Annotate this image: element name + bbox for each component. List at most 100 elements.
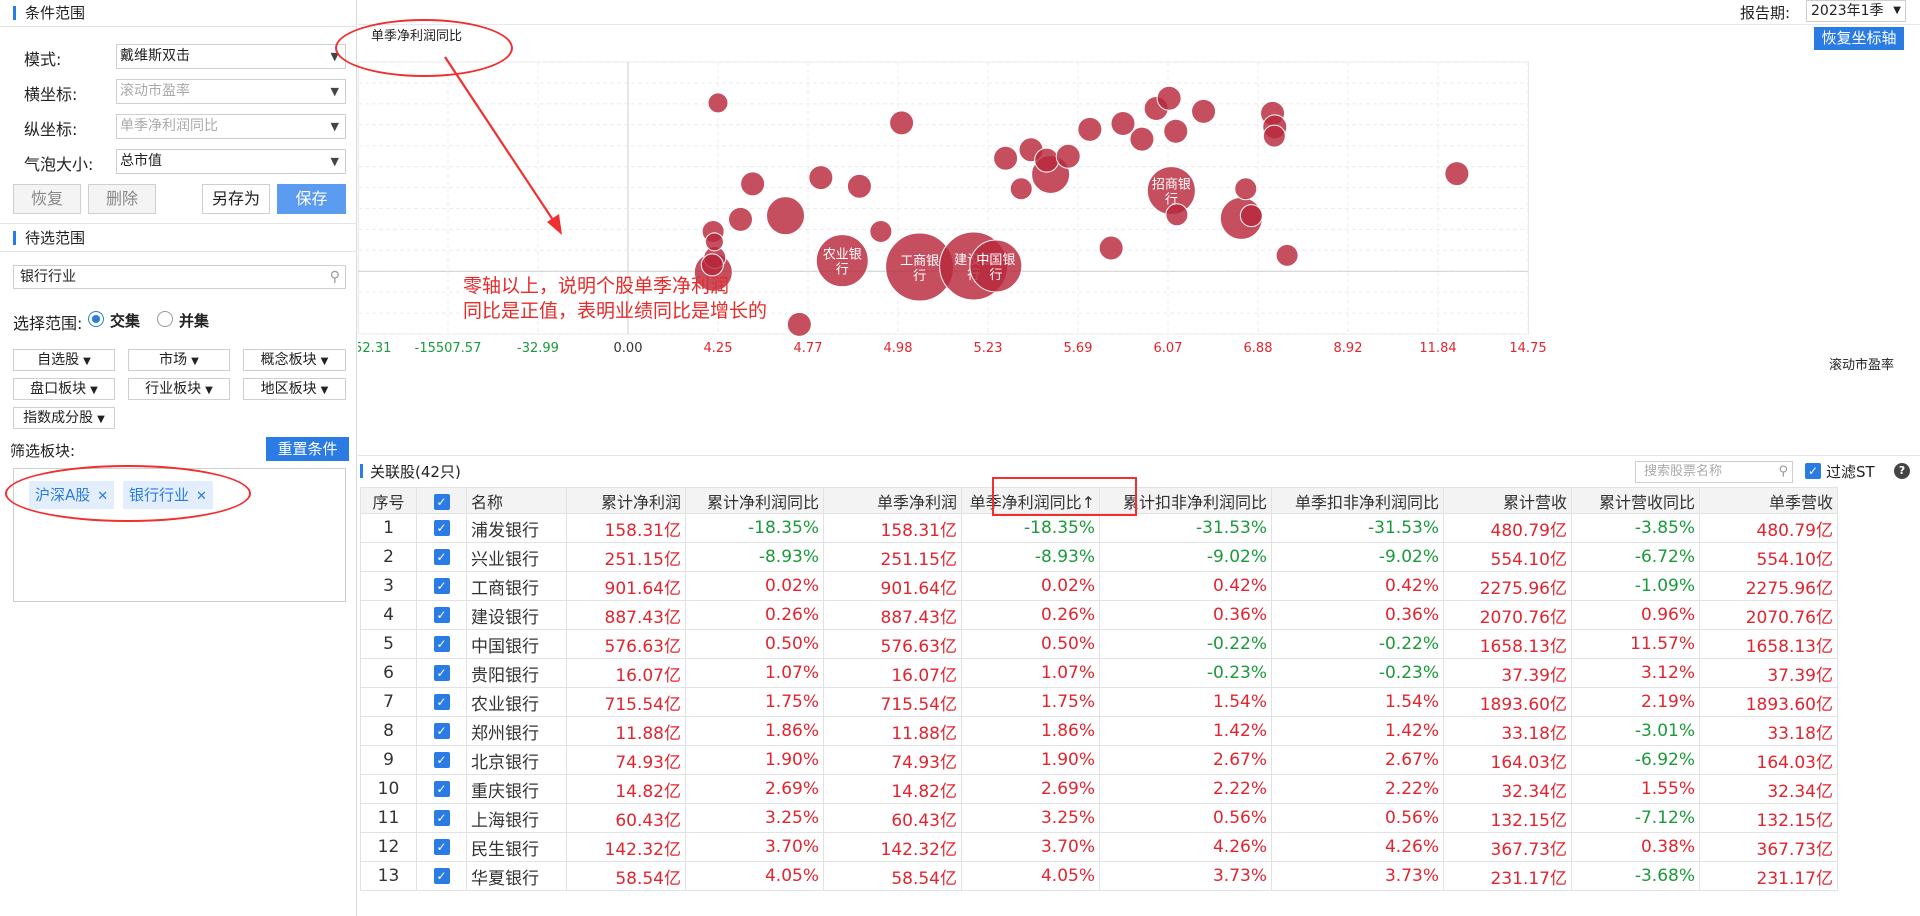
- row-checkbox[interactable]: ✓: [433, 723, 450, 739]
- bubble-point[interactable]: [1191, 98, 1217, 124]
- bubble-point[interactable]: [1165, 203, 1189, 227]
- table-row[interactable]: 5 ✓ 中国银行 576.63亿 0.50% 576.63亿 0.50% -0.22% -0.2…: [360, 629, 1838, 659]
- filter-index[interactable]: 指数成分股 ▼: [13, 407, 115, 429]
- bubble-point[interactable]: [1262, 124, 1286, 148]
- y-axis-select[interactable]: 单季净利润同比 ▼: [116, 114, 346, 139]
- filter-watchlist[interactable]: 自选股 ▼: [13, 349, 115, 371]
- stock-name[interactable]: 中国银行: [466, 629, 567, 659]
- bubble-point[interactable]: [707, 92, 729, 114]
- row-checkbox-cell[interactable]: ✓: [416, 658, 467, 688]
- col-index[interactable]: 序号: [360, 487, 417, 514]
- row-checkbox[interactable]: ✓: [433, 520, 450, 536]
- bubble-point[interactable]: [846, 173, 872, 199]
- stock-name[interactable]: 贵阳银行: [466, 658, 567, 688]
- table-row[interactable]: 8 ✓ 郑州银行 11.88亿 1.86% 11.88亿 1.86% 1.42% 1.42% 33…: [360, 716, 1838, 746]
- bubble-point[interactable]: [993, 145, 1019, 171]
- col-cum-revenue[interactable]: 累计营收: [1443, 487, 1572, 514]
- filter-industry[interactable]: 行业板块 ▼: [128, 378, 230, 400]
- table-row[interactable]: 3 ✓ 工商银行 901.64亿 0.02% 901.64亿 0.02% 0.42% 0.42%…: [360, 571, 1838, 601]
- bubble-point[interactable]: [808, 165, 834, 191]
- stock-search-input[interactable]: 搜索股票名称 ⚲: [1635, 461, 1793, 483]
- row-checkbox-cell[interactable]: ✓: [416, 832, 467, 862]
- stock-name[interactable]: 兴业银行: [466, 542, 567, 572]
- row-checkbox[interactable]: ✓: [433, 578, 450, 594]
- bubble-point[interactable]: [869, 219, 893, 243]
- col-cum-profit[interactable]: 累计净利润: [566, 487, 686, 514]
- bubble-point[interactable]: [1129, 126, 1155, 152]
- filter-region[interactable]: 地区板块 ▼: [243, 378, 346, 400]
- union-radio[interactable]: [157, 311, 173, 327]
- delete-button[interactable]: 删除: [88, 184, 156, 214]
- bubble-point[interactable]: [1055, 143, 1081, 169]
- stock-name[interactable]: 农业银行: [466, 687, 567, 717]
- save-as-button[interactable]: 另存为: [202, 184, 270, 214]
- help-icon[interactable]: ?: [1894, 463, 1910, 479]
- bubble-point[interactable]: [766, 196, 805, 236]
- bubble-point[interactable]: [1009, 177, 1033, 201]
- row-checkbox[interactable]: ✓: [433, 694, 450, 710]
- table-row[interactable]: 2 ✓ 兴业银行 251.15亿 -8.93% 251.15亿 -8.93% -9.02% -9…: [360, 542, 1838, 572]
- bubble-point[interactable]: [1444, 161, 1470, 187]
- bubble-point[interactable]: [1275, 243, 1299, 267]
- bubble-point[interactable]: [740, 171, 766, 197]
- bubble-point[interactable]: [889, 110, 915, 136]
- search-icon[interactable]: ⚲: [329, 269, 340, 285]
- bubble-point[interactable]: [1234, 177, 1258, 201]
- bubble-point[interactable]: [1156, 85, 1182, 111]
- filter-board[interactable]: 盘口板块 ▼: [13, 378, 115, 400]
- table-row[interactable]: 1 ✓ 浦发银行 158.31亿 -18.35% 158.31亿 -18.35% -31.53…: [360, 513, 1838, 543]
- table-row[interactable]: 7 ✓ 农业银行 715.54亿 1.75% 715.54亿 1.75% 1.54% 1.54%…: [360, 687, 1838, 717]
- x-axis-select[interactable]: 滚动市盈率 ▼: [116, 79, 346, 104]
- bubble-point[interactable]: [1098, 235, 1124, 261]
- restore-button[interactable]: 恢复: [13, 184, 81, 214]
- col-cum-profit-yoy[interactable]: 累计净利润同比: [685, 487, 824, 514]
- stock-name[interactable]: 重庆银行: [466, 774, 567, 804]
- row-checkbox-cell[interactable]: ✓: [416, 687, 467, 717]
- row-checkbox[interactable]: ✓: [433, 665, 450, 681]
- table-row[interactable]: 11 ✓ 上海银行 60.43亿 3.25% 60.43亿 3.25% 0.56% 0.56% 1…: [360, 803, 1838, 833]
- search-icon[interactable]: ⚲: [1778, 464, 1788, 479]
- row-checkbox-cell[interactable]: ✓: [416, 600, 467, 630]
- row-checkbox[interactable]: ✓: [433, 810, 450, 826]
- row-checkbox[interactable]: ✓: [433, 839, 450, 855]
- table-row[interactable]: 4 ✓ 建设银行 887.43亿 0.26% 887.43亿 0.26% 0.36% 0.36%…: [360, 600, 1838, 630]
- reset-axis-button[interactable]: 恢复坐标轴: [1814, 27, 1904, 50]
- stock-name[interactable]: 郑州银行: [466, 716, 567, 746]
- col-name[interactable]: 名称: [466, 487, 567, 514]
- save-button[interactable]: 保存: [277, 184, 346, 214]
- stock-name[interactable]: 华夏银行: [466, 861, 567, 891]
- filter-concept[interactable]: 概念板块 ▼: [243, 349, 346, 371]
- row-checkbox[interactable]: ✓: [433, 549, 450, 565]
- mode-select[interactable]: 戴维斯双击 ▼: [116, 44, 346, 69]
- reset-conditions-button[interactable]: 重置条件: [266, 437, 349, 461]
- bubble-point[interactable]: [728, 206, 753, 232]
- industry-search-input[interactable]: 银行行业 ⚲: [13, 265, 346, 289]
- stock-name[interactable]: 民生银行: [466, 832, 567, 862]
- table-row[interactable]: 6 ✓ 贵阳银行 16.07亿 1.07% 16.07亿 1.07% -0.23% -0.23%…: [360, 658, 1838, 688]
- row-checkbox[interactable]: ✓: [433, 607, 450, 623]
- row-checkbox[interactable]: ✓: [433, 781, 450, 797]
- filter-market[interactable]: 市场 ▼: [128, 349, 230, 371]
- stock-name[interactable]: 工商银行: [466, 571, 567, 601]
- select-all-checkbox[interactable]: ✓: [433, 493, 450, 510]
- table-row[interactable]: 9 ✓ 北京银行 74.93亿 1.90% 74.93亿 1.90% 2.67% 2.67% 16…: [360, 745, 1838, 775]
- table-row[interactable]: 13 ✓ 华夏银行 58.54亿 4.05% 58.54亿 4.05% 3.73% 3.73% 2…: [360, 861, 1838, 891]
- bubble-point[interactable]: [786, 311, 812, 337]
- stock-name[interactable]: 浦发银行: [466, 513, 567, 543]
- intersect-radio[interactable]: [88, 311, 104, 327]
- bubble-point[interactable]: [1239, 204, 1263, 228]
- bubble-chart[interactable]: -61852.31 -15507.57 -32.99 0.00 4.25 4.77 4.98…: [358, 26, 1920, 454]
- stock-name[interactable]: 北京银行: [466, 745, 567, 775]
- filter-st-checkbox[interactable]: ✓: [1805, 463, 1821, 479]
- bubble-point[interactable]: [704, 232, 724, 252]
- bubble-point[interactable]: [1163, 118, 1189, 144]
- bubble-point[interactable]: [1077, 116, 1103, 142]
- bubble-point[interactable]: [815, 234, 869, 288]
- table-row[interactable]: 12 ✓ 民生银行 142.32亿 3.70% 142.32亿 3.70% 4.26% 4.26…: [360, 832, 1838, 862]
- col-q-net-yoy[interactable]: 单季扣非净利润同比: [1271, 487, 1444, 514]
- col-select[interactable]: ✓: [416, 487, 467, 514]
- table-row[interactable]: 10 ✓ 重庆银行 14.82亿 2.69% 14.82亿 2.69% 2.22% 2.22% 3…: [360, 774, 1838, 804]
- bubble-point[interactable]: [700, 253, 724, 277]
- bubble-size-select[interactable]: 总市值 ▼: [116, 149, 346, 174]
- row-checkbox[interactable]: ✓: [433, 752, 450, 768]
